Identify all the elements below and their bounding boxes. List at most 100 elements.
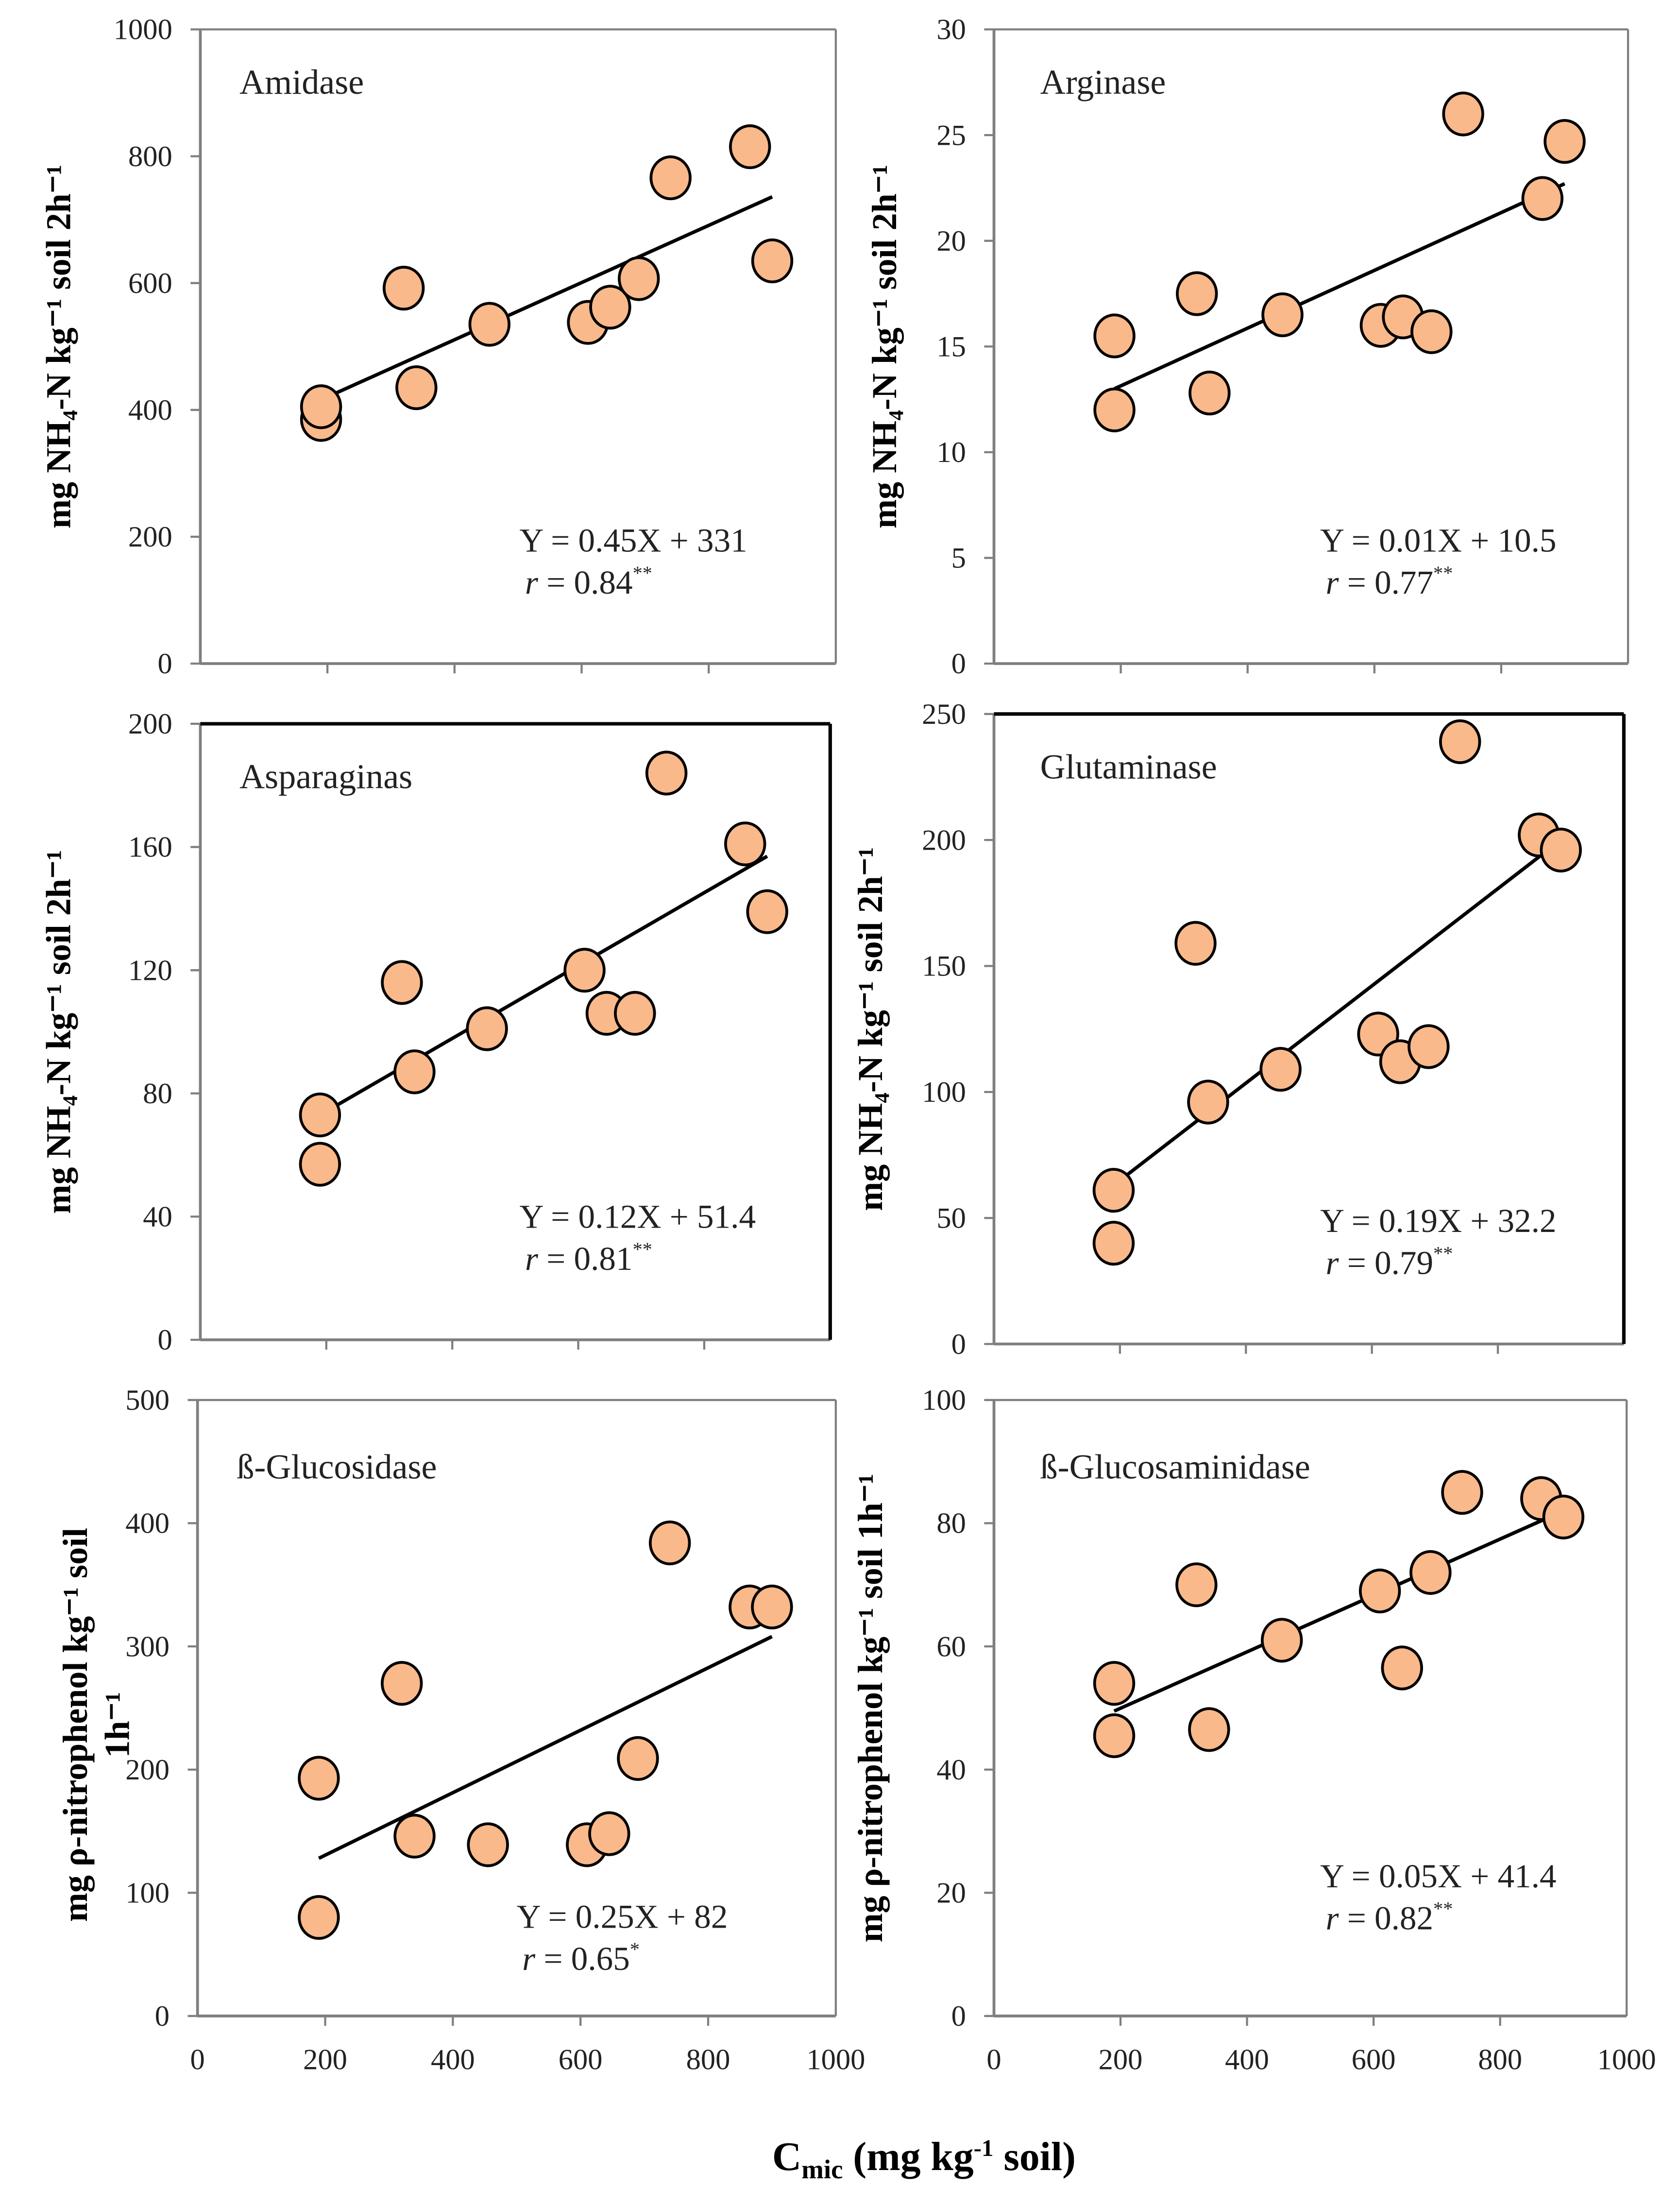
x-tick-label: 1000	[1597, 2043, 1656, 2076]
r-symbol: r	[1326, 1899, 1340, 1936]
y-tick-label: 600	[128, 267, 172, 300]
y-tick-label: 0	[158, 1324, 172, 1356]
y-tick-label: 500	[125, 1384, 170, 1417]
regression-equation: Y = 0.05X + 41.4	[1320, 1857, 1557, 1895]
data-point	[617, 1736, 659, 1781]
x-tick-label: 400	[1225, 2043, 1269, 2076]
y-tick-label: 0	[951, 1328, 966, 1361]
data-point	[724, 821, 766, 867]
panel-title: Glutaminase	[1040, 747, 1217, 786]
data-point	[751, 1584, 793, 1630]
y-tick-label: 200	[128, 708, 172, 740]
y-tick-label: 50	[936, 1202, 966, 1234]
data-point	[588, 1811, 630, 1856]
data-point	[1188, 370, 1231, 416]
correlation-coefficient: r = 0.84**	[525, 562, 652, 601]
y-tick-label: 30	[936, 14, 966, 46]
regression-line	[318, 1635, 773, 1860]
data-point	[1261, 292, 1304, 338]
data-point	[393, 1813, 436, 1859]
regression-line	[1114, 182, 1565, 391]
y-tick-label: 200	[922, 824, 966, 856]
r-value: = 0.79	[1339, 1244, 1433, 1282]
y-tick-label: 800	[128, 140, 172, 173]
r-symbol: r	[1326, 1244, 1340, 1282]
significance-marker: **	[1433, 562, 1453, 584]
x-tick-label: 600	[559, 2043, 603, 2076]
x-tick-label: 200	[303, 2043, 347, 2076]
data-point	[395, 365, 438, 410]
data-point	[1093, 387, 1136, 432]
y-tick-label: 20	[936, 225, 966, 257]
regression-equation: Y = 0.45X + 331	[520, 521, 747, 559]
data-point	[466, 1006, 508, 1051]
data-point	[300, 384, 342, 429]
r-value: = 0.77	[1339, 564, 1433, 601]
y-tick-label: 300	[125, 1630, 170, 1663]
data-point	[1442, 91, 1484, 137]
x-axis-label: Cmic (mg kg-1 soil)	[772, 2135, 1076, 2184]
data-point	[1441, 1470, 1483, 1515]
data-point	[729, 124, 771, 170]
data-point	[1540, 827, 1582, 873]
data-point	[1410, 309, 1453, 354]
data-point	[1439, 719, 1481, 764]
significance-marker: *	[630, 1938, 640, 1960]
data-point	[751, 238, 794, 284]
y-tick-label: 200	[125, 1754, 170, 1786]
y-label-line: 1h⁻¹	[98, 1692, 136, 1758]
y-tick-label: 100	[922, 1384, 966, 1417]
y-tick-label: 0	[155, 2000, 170, 2033]
regression-equation: Y = 0.12X + 51.4	[520, 1197, 756, 1235]
y-axis-label: mg NH₄-N kg⁻¹ soil 2h⁻¹	[865, 165, 904, 529]
x-tick-label: 800	[1478, 2043, 1522, 2076]
y-tick-label: 1000	[114, 14, 172, 46]
x-tick-label: 1000	[806, 2043, 865, 2076]
data-point	[1381, 1645, 1423, 1691]
y-tick-label: 160	[128, 831, 172, 864]
y-tick-label: 250	[922, 698, 966, 731]
x-tick-label: 200	[1099, 2043, 1143, 2076]
data-point	[1175, 1562, 1218, 1607]
correlation-coefficient: r = 0.77**	[1326, 562, 1453, 601]
data-point	[393, 1049, 436, 1094]
y-tick-label: 20	[936, 1877, 966, 1910]
y-tick-label: 0	[951, 2000, 966, 2033]
r-symbol: r	[525, 1240, 539, 1277]
panel-title: Asparaginas	[239, 757, 412, 796]
y-tick-label: 400	[128, 394, 172, 427]
correlation-coefficient: r = 0.65*	[522, 1938, 640, 1977]
x-tick-label: 0	[190, 2043, 205, 2076]
r-value: = 0.81	[538, 1240, 633, 1277]
regression-equation: Y = 0.25X + 82	[517, 1897, 728, 1935]
y-tick-label: 400	[125, 1507, 170, 1540]
regression-line	[1113, 1509, 1564, 1713]
correlation-coefficient: r = 0.81**	[525, 1238, 652, 1277]
data-point	[1259, 1047, 1302, 1092]
data-point	[1093, 1713, 1136, 1759]
y-tick-label: 80	[143, 1077, 172, 1110]
data-point	[648, 1520, 691, 1566]
correlation-coefficient: r = 0.79**	[1326, 1243, 1453, 1282]
y-tick-label: 0	[951, 648, 966, 680]
y-tick-label: 10	[936, 436, 966, 469]
data-point	[1092, 1221, 1135, 1266]
panel-3: 0 40 80 120 160 200 Asparaginas Y = 0.12X + 51.…	[39, 708, 832, 1356]
r-symbol: r	[525, 564, 539, 601]
data-point	[1187, 1079, 1229, 1125]
x-tick-label: 400	[431, 2043, 475, 2076]
data-point	[298, 1756, 340, 1801]
y-tick-label: 40	[143, 1201, 172, 1233]
y-tick-label: 100	[922, 1076, 966, 1109]
significance-marker: **	[633, 562, 652, 584]
data-point	[1176, 271, 1218, 316]
panel-title: ß-Glucosaminidase	[1040, 1447, 1310, 1486]
x-tick-label: 600	[1352, 2043, 1396, 2076]
y-axis-label: mg ρ-nitrophenol kg⁻¹ soil 1h⁻¹	[851, 1473, 890, 1942]
y-tick-label: 25	[936, 119, 966, 152]
data-point	[563, 948, 606, 993]
r-value: = 0.84	[538, 564, 633, 601]
